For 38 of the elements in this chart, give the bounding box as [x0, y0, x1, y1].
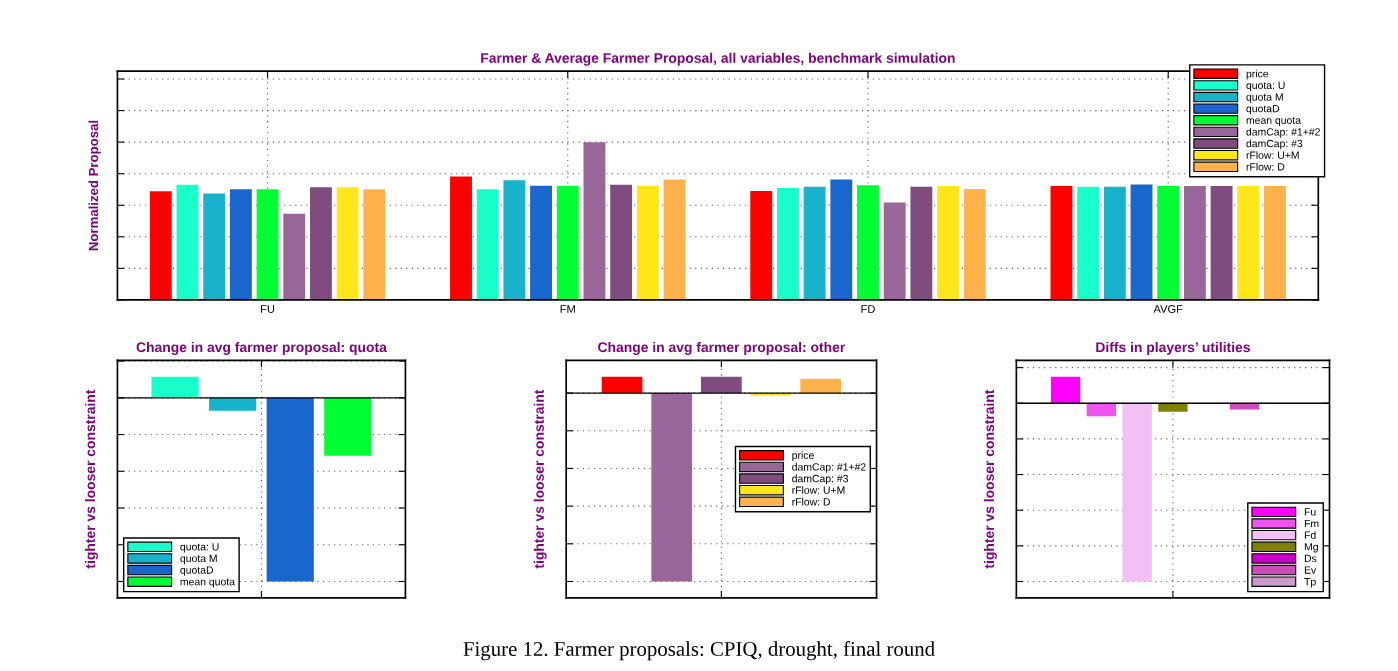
caption: Figure 12. Farmer proposals: CPIQ, drought, final round: [463, 641, 935, 661]
legend-label: quota M: [180, 554, 217, 565]
legend-label: quotaD: [1246, 105, 1280, 115]
legend-label: Tp: [1304, 578, 1316, 588]
legend-label: rFlow: D: [792, 497, 830, 506]
legend-label: quota: U: [1246, 81, 1285, 92]
legend-label: rFlow: D: [1246, 162, 1285, 171]
legend-label: damCap: #3: [1246, 139, 1303, 150]
legend-label: damCap: #1+#2: [1246, 127, 1320, 138]
legend-label: rFlow: U+M: [792, 486, 845, 494]
x-tick-label: FU: [261, 305, 275, 313]
chart-title: Diffs in players’ utilities: [1096, 341, 1250, 355]
legend-label: Mg: [1304, 543, 1318, 553]
legend-label: damCap: #3: [792, 474, 849, 485]
legend-label: quota M: [1246, 93, 1283, 103]
legend-label: Ev: [1304, 566, 1317, 574]
y-axis-title: Normalized Proposal: [88, 120, 101, 251]
legend-label: Ds: [1304, 554, 1317, 563]
y-axis-title: tighter vs looser constraint: [533, 389, 547, 569]
chart-title: Farmer & Average Farmer Proposal, all variables, benchmark simulation: [481, 52, 955, 66]
chart-title: Change in avg farmer proposal: other: [598, 341, 846, 355]
x-tick-label: AVGF: [1153, 305, 1183, 313]
y-axis-title: tighter vs looser constraint: [983, 389, 997, 569]
x-tick-label: FM: [560, 305, 575, 313]
legend-label: quotaD: [180, 566, 214, 576]
legend-label: rFlow: U+M: [1246, 151, 1299, 159]
chart-title: Change in avg farmer proposal: quota: [136, 341, 387, 355]
legend-label: mean quota: [180, 578, 235, 588]
legend-label: quota: U: [180, 543, 219, 553]
legend-label: Fm: [1304, 519, 1319, 528]
legend-label: Fd: [1304, 531, 1316, 539]
x-tick-label: FD: [861, 305, 875, 313]
legend-label: damCap: #1+#2: [792, 462, 866, 473]
legend-label: mean quota: [1246, 117, 1301, 126]
legend-label: Fu: [1304, 508, 1316, 516]
legend-label: price: [1246, 69, 1269, 80]
y-axis-title: tighter vs looser constraint: [84, 389, 98, 569]
legend-label: price: [792, 451, 814, 462]
